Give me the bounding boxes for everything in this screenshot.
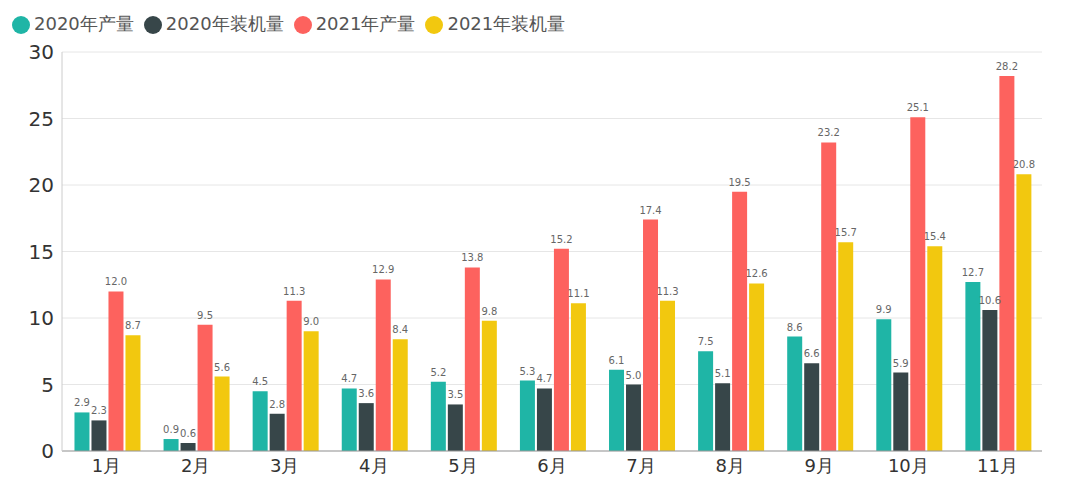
svg-text:0.6: 0.6	[180, 428, 196, 439]
svg-text:2.8: 2.8	[269, 399, 285, 410]
svg-text:4月: 4月	[359, 455, 388, 476]
svg-text:15.7: 15.7	[835, 227, 857, 238]
svg-text:15: 15	[29, 240, 54, 264]
svg-text:9.8: 9.8	[481, 306, 497, 317]
svg-text:20: 20	[29, 173, 54, 197]
svg-text:4.7: 4.7	[341, 373, 357, 384]
svg-text:8.4: 8.4	[392, 324, 408, 335]
svg-text:12.9: 12.9	[372, 264, 394, 275]
svg-text:12.7: 12.7	[962, 267, 984, 278]
svg-text:3月: 3月	[270, 455, 299, 476]
svg-text:12.0: 12.0	[105, 276, 127, 287]
html-text:2021年装机量: 2021年装机量	[447, 13, 566, 34]
svg-text:10.6: 10.6	[979, 295, 1001, 306]
svg-text:3.6: 3.6	[358, 388, 374, 399]
svg-text:0.9: 0.9	[163, 424, 179, 435]
svg-text:12.6: 12.6	[745, 268, 767, 279]
svg-text:5.1: 5.1	[715, 368, 731, 379]
svg-text:2.3: 2.3	[91, 405, 107, 416]
svg-text:6.1: 6.1	[609, 355, 625, 366]
html-text:2020年产量: 2020年产量	[34, 13, 134, 34]
svg-text:5: 5	[41, 373, 54, 397]
svg-text:11.1: 11.1	[567, 288, 589, 299]
svg-text:25.1: 25.1	[907, 102, 929, 113]
svg-text:0: 0	[41, 439, 54, 463]
svg-text:9月: 9月	[805, 455, 834, 476]
svg-text:6.6: 6.6	[804, 348, 820, 359]
svg-text:30: 30	[29, 40, 54, 64]
svg-text:2.9: 2.9	[74, 397, 90, 408]
svg-text:15.2: 15.2	[550, 234, 572, 245]
svg-text:9.5: 9.5	[197, 310, 213, 321]
svg-text:13.8: 13.8	[461, 252, 483, 263]
svg-text:10月: 10月	[888, 455, 929, 476]
svg-text:20.8: 20.8	[1013, 159, 1035, 170]
svg-text:4.5: 4.5	[252, 376, 268, 387]
svg-text:28.2: 28.2	[996, 61, 1018, 72]
svg-text:4.7: 4.7	[536, 373, 552, 384]
html-text:2021年产量: 2021年产量	[315, 13, 416, 34]
svg-text:8.6: 8.6	[787, 322, 803, 333]
svg-text:15.4: 15.4	[924, 231, 946, 242]
svg-text:11月: 11月	[977, 455, 1018, 476]
svg-text:5.3: 5.3	[519, 366, 535, 377]
svg-text:23.2: 23.2	[818, 127, 840, 138]
svg-text:5.0: 5.0	[626, 370, 642, 381]
svg-text:9.9: 9.9	[876, 304, 892, 315]
html-text:2020年装机量: 2020年装机量	[165, 13, 284, 34]
svg-text:6月: 6月	[537, 455, 566, 476]
svg-text:3.5: 3.5	[447, 389, 463, 400]
svg-text:17.4: 17.4	[639, 205, 661, 216]
svg-text:5月: 5月	[448, 455, 477, 476]
svg-text:8月: 8月	[715, 455, 744, 476]
svg-text:7月: 7月	[626, 455, 655, 476]
svg-text:1月: 1月	[92, 455, 121, 476]
svg-text:5.6: 5.6	[214, 362, 230, 373]
svg-text:19.5: 19.5	[728, 177, 750, 188]
svg-text:9.0: 9.0	[303, 316, 319, 327]
svg-text:11.3: 11.3	[283, 286, 305, 297]
svg-text:7.5: 7.5	[698, 336, 714, 347]
svg-text:5.2: 5.2	[430, 367, 446, 378]
svg-text:11.3: 11.3	[656, 286, 678, 297]
svg-text:8.7: 8.7	[125, 320, 141, 331]
svg-text:25: 25	[29, 107, 54, 131]
svg-text:10: 10	[29, 306, 54, 330]
svg-text:5.9: 5.9	[893, 358, 909, 369]
svg-text:2月: 2月	[181, 455, 210, 476]
